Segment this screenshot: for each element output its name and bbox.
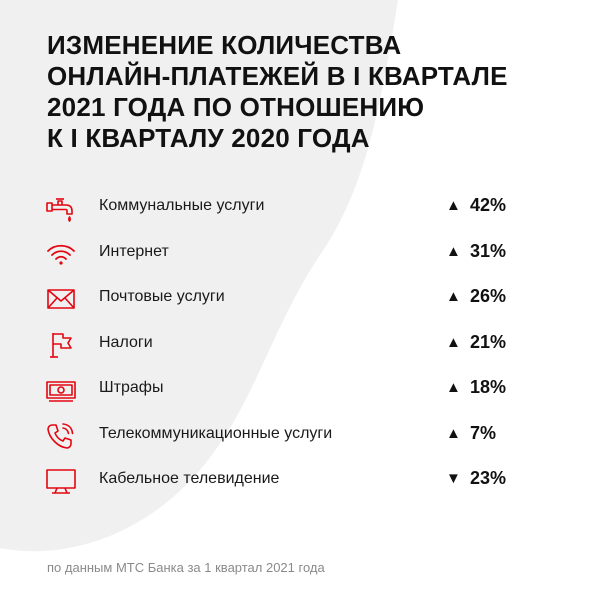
title-line: 2021 ГОДА ПО ОТНОШЕНИЮ [47,92,425,122]
row-value: 21% [470,332,507,352]
tv-icon [44,465,78,497]
row-label: Телекоммуникационные услуги [99,425,333,442]
table-row: Кабельное телевидение ▼ 23% [0,461,599,501]
row-value: 7% [470,423,497,443]
row-value: 42% [470,195,507,215]
arrow-up-icon: ▲ [446,243,461,260]
envelope-icon [44,283,78,315]
table-row: Почтовые услуги ▲ 26% [0,279,599,319]
row-value: 26% [470,286,507,306]
arrow-down-icon: ▼ [446,470,461,487]
table-row: Коммунальные услуги ▲ 42% [0,188,599,228]
faucet-icon [44,192,78,224]
table-row: Штрафы ▲ 18% [0,370,599,410]
row-label: Налоги [99,334,153,351]
row-value: 18% [470,377,507,397]
row-label: Кабельное телевидение [99,470,280,487]
title-line: ИЗМЕНЕНИЕ КОЛИЧЕСТВА [47,30,402,60]
title-line: К I КВАРТАЛУ 2020 ГОДА [47,123,370,153]
arrow-up-icon: ▲ [446,379,461,396]
arrow-up-icon: ▲ [446,288,461,305]
row-label: Штрафы [99,379,164,396]
chart-title: ИЗМЕНЕНИЕ КОЛИЧЕСТВА ОНЛАЙН-ПЛАТЕЖЕЙ В I… [47,30,567,154]
row-value: 31% [470,241,507,261]
wifi-icon [44,238,78,270]
arrow-up-icon: ▲ [446,334,461,351]
arrow-up-icon: ▲ [446,197,461,214]
row-label: Коммунальные услуги [99,197,265,214]
table-row: Телекоммуникационные услуги ▲ 7% [0,416,599,456]
phone-icon [44,420,78,452]
row-label: Почтовые услуги [99,288,225,305]
flag-icon [44,329,78,361]
title-line: ОНЛАЙН-ПЛАТЕЖЕЙ В I КВАРТАЛЕ [47,61,508,91]
table-row: Интернет ▲ 31% [0,234,599,274]
row-label: Интернет [99,243,169,260]
row-value: 23% [470,468,507,488]
banknote-icon [44,374,78,406]
table-row: Налоги ▲ 21% [0,325,599,365]
source-note: по данным МТС Банка за 1 квартал 2021 го… [47,560,325,575]
arrow-up-icon: ▲ [446,425,461,442]
